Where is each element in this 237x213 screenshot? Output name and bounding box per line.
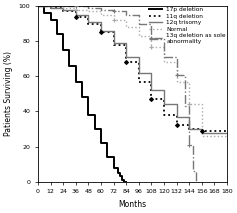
Legend: 17p deletion, 11q deletion, 12q trisomy, Normal, 13q deletion as sole
abnormalit: 17p deletion, 11q deletion, 12q trisomy,… [149, 7, 226, 44]
Y-axis label: Patients Surviving (%): Patients Surviving (%) [4, 51, 13, 136]
X-axis label: Months: Months [118, 200, 146, 209]
